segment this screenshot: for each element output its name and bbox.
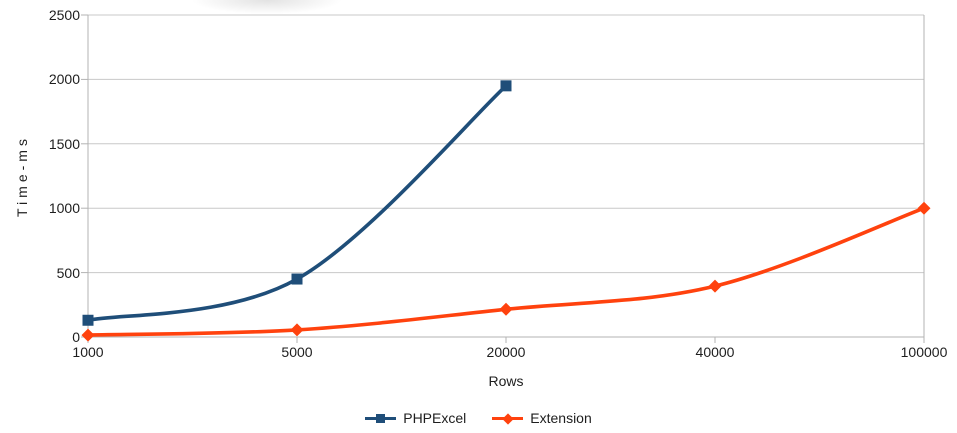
y-tick-label: 1000: [48, 200, 80, 217]
legend: PHPExcel Extension: [0, 408, 957, 428]
x-tick-label: 20000: [486, 344, 526, 360]
data-point-diamond: [81, 328, 95, 342]
y-tick-label: 2500: [48, 7, 80, 23]
y-tick-label: 0: [72, 329, 80, 345]
phpexcel-swatch: [365, 412, 397, 425]
x-tick-label: 1000: [72, 344, 104, 360]
square-marker-icon: [376, 413, 386, 423]
data-point-square: [82, 314, 94, 326]
extension-swatch: [492, 412, 524, 425]
y-axis-title: Time-ms: [14, 135, 30, 217]
x-tick-label: 40000: [695, 344, 735, 360]
data-point-diamond: [917, 201, 931, 215]
data-point-square: [291, 273, 303, 285]
x-tick-label: 5000: [281, 344, 313, 360]
series-line-phpexcel: [86, 84, 508, 323]
y-tick-label: 1500: [48, 135, 80, 152]
x-tick-label: 100000: [900, 344, 948, 360]
data-point-diamond: [708, 279, 722, 293]
legend-item-phpexcel: PHPExcel: [365, 410, 466, 426]
diamond-marker-icon: [502, 412, 514, 425]
x-axis-title: Rows: [488, 373, 524, 389]
series-line-extension: [86, 206, 926, 337]
data-point-square: [500, 80, 512, 92]
data-point-diamond: [290, 323, 304, 337]
legend-label-phpexcel: PHPExcel: [403, 410, 467, 426]
legend-item-extension: Extension: [492, 410, 592, 426]
legend-label-extension: Extension: [530, 410, 592, 426]
data-point-diamond: [499, 302, 513, 316]
y-tick-label: 2000: [48, 71, 80, 88]
y-tick-label: 500: [56, 264, 80, 281]
